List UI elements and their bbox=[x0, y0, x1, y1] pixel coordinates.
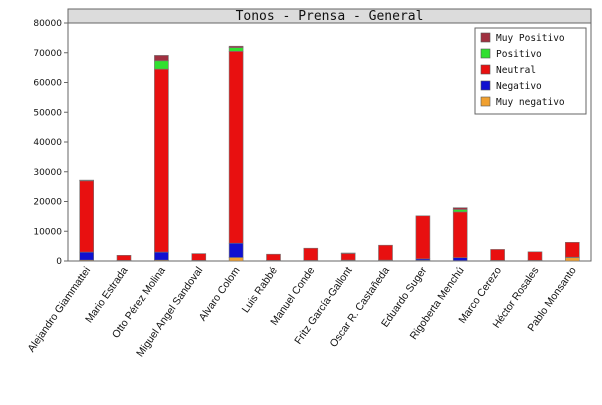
y-tick-label: 0 bbox=[56, 257, 62, 267]
bar-segment bbox=[490, 249, 505, 261]
bar-segment bbox=[303, 247, 319, 261]
bar-segment bbox=[452, 207, 468, 210]
bar-segment bbox=[154, 55, 169, 62]
legend-swatch bbox=[480, 80, 491, 91]
bar-segment bbox=[527, 251, 543, 261]
legend-label: Neutral bbox=[496, 65, 536, 76]
legend-box bbox=[474, 27, 587, 115]
bar-segment bbox=[228, 45, 244, 49]
y-tick-label: 50000 bbox=[33, 108, 62, 118]
legend-label: Positivo bbox=[496, 49, 542, 60]
legend: Muy Positivo Positivo Neutral Negativo Muy n… bbox=[474, 27, 587, 115]
bar-segment bbox=[228, 257, 244, 262]
bar-segment bbox=[378, 244, 393, 261]
legend-swatch bbox=[480, 48, 491, 59]
legend-swatch bbox=[480, 32, 491, 43]
chart-title: Tonos - Prensa - General bbox=[236, 9, 424, 24]
bar-segment bbox=[228, 47, 244, 52]
y-tick-label: 20000 bbox=[33, 198, 62, 208]
legend-swatch bbox=[480, 96, 491, 107]
bar-segment bbox=[79, 251, 94, 261]
bar-segment bbox=[452, 209, 468, 213]
y-tick-label: 60000 bbox=[33, 79, 62, 89]
legend-label: Muy negativo bbox=[496, 97, 565, 108]
bar-segment bbox=[564, 242, 580, 258]
bar-segment bbox=[154, 68, 169, 253]
bar-segment bbox=[79, 180, 94, 253]
bar-segment bbox=[228, 242, 244, 258]
bars-group bbox=[79, 45, 580, 262]
bar-segment bbox=[154, 251, 169, 261]
bar-segment bbox=[191, 253, 207, 261]
bar-segment bbox=[79, 179, 94, 181]
y-tick-label: 30000 bbox=[33, 168, 62, 178]
bar-segment bbox=[266, 253, 281, 261]
legend-label: Muy Positivo bbox=[496, 33, 565, 44]
y-tick-label: 40000 bbox=[33, 138, 62, 148]
bar-segment bbox=[154, 60, 169, 70]
y-tick-label: 80000 bbox=[33, 19, 62, 29]
bar-segment bbox=[452, 257, 468, 262]
legend-label: Negativo bbox=[496, 81, 542, 92]
y-tick-label: 70000 bbox=[33, 49, 62, 59]
bar-segment bbox=[415, 215, 431, 260]
bar-segment bbox=[340, 252, 356, 254]
y-axis: 0 10000 20000 30000 40000 50000 60000 70000 8000… bbox=[33, 19, 68, 267]
bar-segment bbox=[452, 211, 468, 258]
legend-swatch bbox=[480, 64, 491, 75]
bar-segment bbox=[564, 257, 580, 262]
bar-segment bbox=[228, 50, 244, 244]
y-tick-label: 10000 bbox=[33, 227, 62, 237]
title-bar bbox=[67, 8, 592, 24]
bar-segment bbox=[340, 253, 356, 261]
bar-segment bbox=[116, 255, 132, 261]
